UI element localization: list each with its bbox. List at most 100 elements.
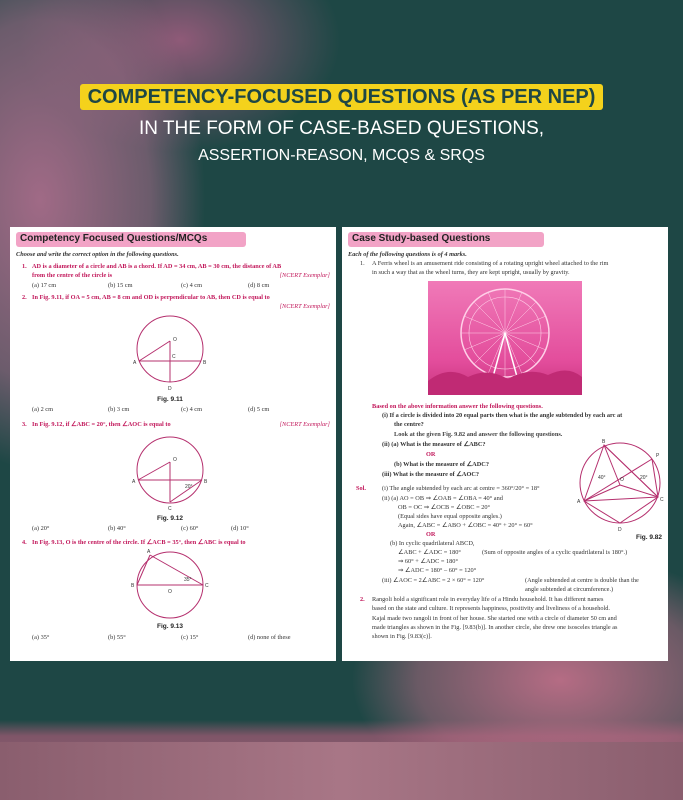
q4-opt-c: (c) 15°: [181, 634, 199, 641]
q2-opt-d: (d) 5 cm: [248, 406, 270, 413]
sol-line: OB = OC ⇒ ∠OCB = ∠OBC = 20°: [398, 504, 491, 511]
fig-caption: Fig. 9.11: [157, 396, 183, 403]
q1-text2: in such a way that as the wheel turns, t…: [372, 269, 570, 276]
q3-opt-c: (c) 60°: [181, 525, 199, 532]
q2-source: [NCERT Exemplar]: [279, 303, 330, 310]
q1-text: AD is a diameter of a circle and AB is a…: [32, 263, 282, 270]
sol-line: (b) In cyclic quadrilateral ABCD,: [390, 540, 475, 547]
q2-line: shown in Fig. [9.83(c)].: [372, 633, 432, 640]
label-o: O: [173, 337, 177, 343]
section-title: Case Study-based Questions: [348, 232, 544, 247]
q4-opt-b: (b) 55°: [108, 634, 126, 641]
q2-line: made triangles as shown in the Fig. [9.8…: [372, 624, 618, 631]
q4-text: In Fig. 9.13, O is the centre of the cir…: [32, 539, 246, 546]
label-c: C: [168, 506, 172, 512]
q2-opt-a: (a) 2 cm: [32, 406, 53, 413]
q2-num: 2.: [360, 596, 365, 603]
q2-opt-b: (b) 3 cm: [108, 406, 130, 413]
figure-9-11: O A C B D Fig. 9.11: [133, 315, 207, 403]
q2-line: based on the state and culture. It repre…: [372, 605, 611, 612]
label-b: B: [203, 360, 207, 366]
q2-line: Kajal made two rangoli in front of her h…: [372, 615, 617, 622]
question-i: (i) If a circle is divided into 20 equal…: [382, 412, 623, 419]
sol-or: OR: [426, 531, 436, 538]
q1-opt-d: (d) 8 cm: [248, 282, 270, 289]
banner-subtitle-2: ASSERTION-REASON, MCQS & SRQS: [198, 147, 485, 164]
sol-line: Again, ∠ABC = ∠ABO + ∠OBC = 40° + 20° = …: [398, 522, 533, 529]
label-c: C: [205, 583, 209, 589]
fig-caption: Fig. 9.12: [157, 515, 183, 522]
label-b: B: [131, 583, 135, 589]
q1-num: 1.: [22, 263, 27, 270]
q1-num: 1.: [360, 260, 365, 267]
figure-9-12: O A B C 20° Fig. 9.12: [132, 436, 208, 522]
label-b: B: [204, 479, 208, 485]
q4-opt-d: (d) none of these: [248, 634, 291, 641]
instruction: Each of the following questions is of 4 …: [348, 251, 467, 258]
section-title: Competency Focused Questions/MCQs: [16, 232, 246, 247]
figure-9-82: B P 40° O 20° A C D Fig. 9.82: [577, 439, 664, 541]
label-c: C: [660, 497, 664, 503]
q3-opt-b: (b) 40°: [108, 525, 126, 532]
q1-text: A Ferris wheel is an amusement ride cons…: [372, 260, 609, 267]
label-angle: 20°: [185, 484, 193, 490]
label-angle: 35°: [184, 577, 192, 583]
figure-9-13: A B O C 35° Fig. 9.13: [131, 549, 209, 630]
banner-highlight: COMPETENCY-FOCUSED QUESTIONS (AS PER NEP…: [79, 84, 604, 110]
sol-line: (ii) (a) AO = OB ⇒ ∠OAB = ∠OBA = 40° and: [382, 495, 503, 502]
right-page: Case Study-based Questions Each of the f…: [342, 227, 668, 661]
sol-line: ∠ABC + ∠ADC = 180°: [398, 549, 461, 556]
question-i-2: the centre?: [394, 421, 424, 428]
bottom-band: [0, 742, 683, 800]
look-text: Look at the given Fig. 9.82 and answer t…: [394, 431, 563, 438]
label-o: O: [173, 457, 177, 463]
sol-line: (i) The angle subtended by each arc at c…: [382, 485, 540, 492]
label-20: 20°: [640, 475, 648, 481]
sol-label: Sol.: [356, 485, 366, 492]
label-c: C: [172, 354, 176, 360]
q4-opt-a: (a) 35°: [32, 634, 50, 641]
q3-source: [NCERT Exemplar]: [279, 421, 330, 428]
sol-line: (iii) ∠AOC = 2∠ABC = 2 × 60° = 120°: [382, 577, 485, 584]
q3-opt-a: (a) 20°: [32, 525, 50, 532]
question-ii-b: (b) What is the measure of ∠ADC?: [394, 461, 489, 468]
instruction: Choose and write the correct option in t…: [16, 251, 179, 258]
q4-num: 4.: [22, 539, 27, 546]
q1-text2: from the centre of the circle is: [32, 272, 113, 279]
sol-note: angle subtended at circumference.): [525, 586, 614, 593]
banner-title: COMPETENCY-FOCUSED QUESTIONS (AS PER NEP…: [0, 84, 683, 110]
based-on-text: Based on the above information answer th…: [372, 403, 543, 410]
question-iii: (iii) What is the measure of ∠AOC?: [382, 471, 480, 478]
label-a: A: [577, 499, 581, 505]
q3-opt-d: (d) 10°: [231, 525, 249, 532]
ferris-wheel-image: [428, 281, 582, 396]
sol-note: (Angle subtended at centre is double tha…: [525, 577, 639, 584]
q1-opt-a: (a) 17 cm: [32, 282, 57, 289]
q1-source: [NCERT Exemplar]: [279, 272, 330, 279]
q2-line: Rangoli hold a significant role in every…: [372, 596, 604, 603]
q1-opt-c: (c) 4 cm: [181, 282, 202, 289]
label-a: A: [133, 360, 137, 366]
sol-line: ⇒ 60° + ∠ADC = 180°: [398, 558, 458, 565]
q2-text: In Fig. 9.11, if OA = 5 cm, AB = 8 cm an…: [32, 294, 270, 301]
or-label: OR: [426, 451, 436, 458]
label-o: O: [620, 477, 624, 483]
left-page: Competency Focused Questions/MCQs Choose…: [10, 227, 336, 661]
label-p: P: [656, 453, 660, 459]
label-d: D: [168, 386, 172, 392]
label-d: D: [618, 527, 622, 533]
q3-num: 3.: [22, 421, 27, 428]
question-ii-a: (ii) (a) What is the measure of ∠ABC?: [382, 441, 486, 448]
q2-num: 2.: [22, 294, 27, 301]
sol-note: (Sum of opposite angles of a cyclic quad…: [482, 549, 628, 556]
fig-caption: Fig. 9.82: [636, 534, 662, 541]
label-a: A: [147, 549, 151, 555]
q1-opt-b: (b) 15 cm: [108, 282, 133, 289]
fig-caption: Fig. 9.13: [157, 623, 183, 630]
q2-opt-c: (c) 4 cm: [181, 406, 202, 413]
q3-text: In Fig. 9.12, if ∠ABC = 20°, then ∠AOC i…: [32, 421, 171, 428]
banner-subtitle-1: IN THE FORM OF CASE-BASED QUESTIONS,: [138, 118, 545, 139]
label-b: B: [602, 439, 606, 445]
label-40: 40°: [598, 475, 606, 481]
sol-line: ⇒ ∠ADC = 180° – 60° = 120°: [398, 567, 477, 574]
